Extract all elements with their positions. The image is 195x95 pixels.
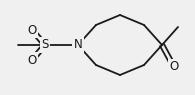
Text: O: O	[27, 53, 37, 66]
Text: O: O	[27, 23, 37, 36]
Text: O: O	[169, 61, 179, 74]
Text: N: N	[74, 38, 82, 51]
Text: S: S	[41, 38, 49, 51]
